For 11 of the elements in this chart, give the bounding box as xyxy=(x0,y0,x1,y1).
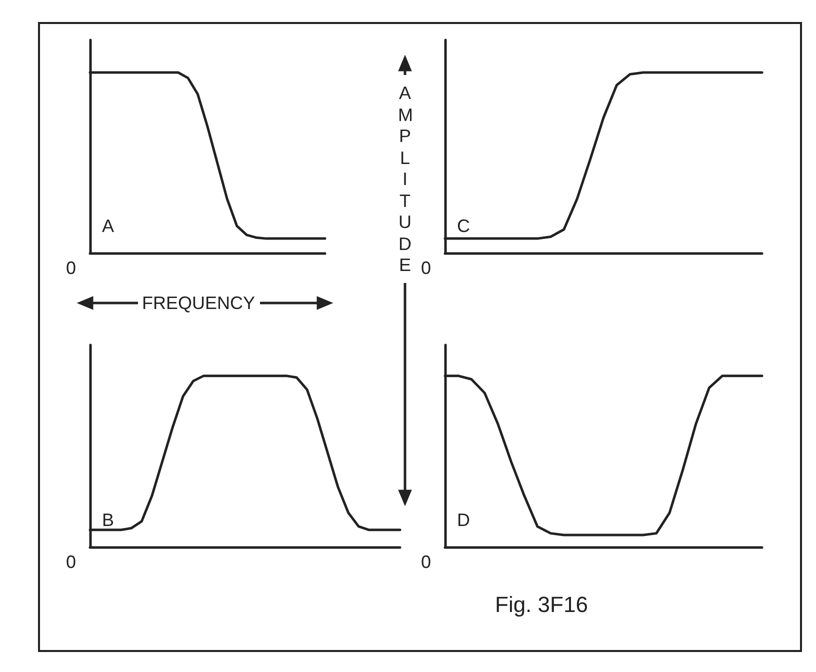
annotation: B xyxy=(102,510,114,530)
text: 0 xyxy=(421,258,432,278)
text: 0 xyxy=(421,552,432,572)
text: 0 xyxy=(66,552,76,572)
annotation: D xyxy=(457,510,470,530)
annotation: C xyxy=(457,216,470,236)
text: AMPLITUDE xyxy=(398,83,413,275)
x-axis-title: FREQUENCY xyxy=(142,293,256,313)
text: 0 xyxy=(66,258,76,278)
caption: Fig. 3F16 xyxy=(495,592,588,617)
annotation: A xyxy=(102,216,114,236)
